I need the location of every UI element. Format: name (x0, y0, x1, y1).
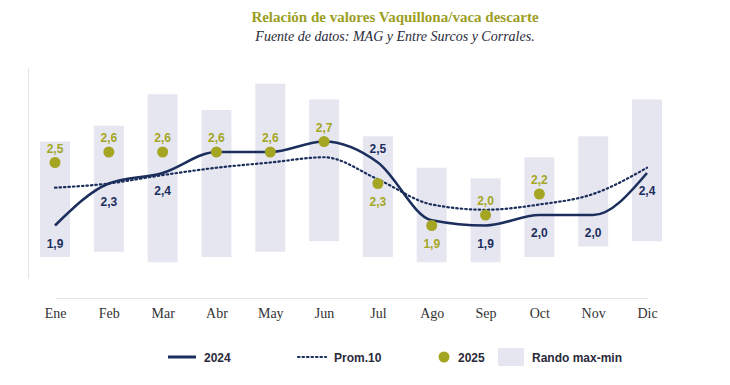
x-tick: Mar (151, 298, 175, 321)
title: Relación de valores Vaquillona/vaca desc… (251, 9, 539, 25)
chart: Relación de valores Vaquillona/vaca desc… (0, 0, 730, 385)
range-bar (309, 100, 339, 242)
plot-area (40, 84, 662, 263)
range-bar (578, 136, 608, 246)
points (50, 136, 545, 231)
x-tick-label: Jun (315, 306, 334, 321)
data-label: 2,4 (639, 184, 656, 198)
legend: 2024 Prom.10 2025 Rando max-min (168, 348, 622, 366)
legend-item: Rando max-min (498, 348, 622, 366)
point (265, 147, 276, 158)
x-tick: Jul (370, 298, 386, 321)
point (50, 157, 61, 168)
range-bar (632, 100, 662, 242)
data-label: 2,6 (262, 131, 279, 145)
x-tick-label: Sep (476, 306, 497, 321)
x-tick: Oct (530, 298, 550, 321)
data-label: 2,0 (585, 226, 602, 240)
data-label: 2,6 (208, 131, 225, 145)
range-bar (201, 110, 231, 257)
x-tick: Sep (476, 298, 497, 321)
x-axis-line (56, 298, 648, 299)
x-tick: May (258, 298, 284, 321)
data-label: 2,7 (316, 121, 333, 135)
y-axis-line (28, 69, 29, 279)
subtitle: Fuente de datos: MAG y Entre Surcos y Co… (254, 29, 534, 44)
data-label: 2,3 (100, 195, 117, 209)
data-label: 2,3 (370, 195, 387, 209)
x-tick: Abr (206, 298, 228, 321)
range-bar (255, 84, 285, 252)
x-tick-label: Abr (206, 306, 228, 321)
x-tick: Nov (582, 298, 606, 321)
x-tick-label: Nov (582, 306, 606, 321)
x-tick-label: Ago (420, 306, 444, 321)
x-tick-label: Ene (45, 306, 67, 321)
legend-swatch (168, 356, 196, 359)
data-label: 2,5 (370, 142, 387, 156)
legend-item: Prom.10 (298, 351, 382, 365)
x-tick: Ene (45, 298, 67, 321)
legend-label: 2024 (204, 351, 231, 365)
line (55, 142, 647, 226)
y-axis (28, 69, 29, 279)
point (157, 147, 168, 158)
data-label: 2,0 (477, 194, 494, 208)
point (211, 147, 222, 158)
legend-swatch (439, 352, 450, 363)
point (426, 220, 437, 231)
x-axis: Ene Feb Mar Abr May Jun Jul Ago Sep Oct Nov Dic (45, 298, 658, 321)
legend-item: 2025 (439, 351, 486, 365)
legend-item: 2024 (168, 351, 231, 365)
data-label: 2,0 (531, 226, 548, 240)
range-bar (471, 178, 501, 262)
point (103, 147, 114, 158)
range-bar (148, 94, 178, 262)
range-bars (40, 84, 662, 263)
data-label: 2,2 (531, 173, 548, 187)
x-tick-label: Feb (99, 306, 120, 321)
range-bar (40, 142, 70, 258)
point (319, 136, 330, 147)
x-tick: Dic (637, 298, 657, 321)
data-label: 2,6 (100, 131, 117, 145)
x-tick: Ago (420, 298, 444, 321)
dotted-line (55, 157, 647, 210)
data-label: 2,6 (154, 131, 171, 145)
point (372, 178, 383, 189)
x-tick-label: Oct (530, 306, 550, 321)
legend-label: Rando max-min (532, 351, 622, 365)
x-tick: Feb (99, 298, 120, 321)
legend-label: 2025 (458, 351, 485, 365)
x-tick-label: Mar (151, 306, 175, 321)
x-tick: Jun (315, 298, 334, 321)
data-label: 2,5 (47, 142, 64, 156)
data-label: 1,9 (477, 237, 494, 251)
legend-label: Prom.10 (334, 351, 382, 365)
data-labels: 1,9 2,3 2,4 2,5 1,9 2,0 2,0 2,4 2,5 2,6 2,6 2,6 2,6 2… (47, 121, 656, 251)
x-tick-label: Jul (370, 306, 386, 321)
data-label: 1,9 (47, 237, 64, 251)
legend-swatch (298, 356, 326, 358)
point (480, 210, 491, 221)
point (534, 189, 545, 200)
data-label: 1,9 (423, 237, 440, 251)
legend-swatch (498, 348, 524, 366)
data-label: 2,4 (154, 184, 171, 198)
x-tick-label: May (258, 306, 284, 321)
x-tick-label: Dic (637, 306, 657, 321)
